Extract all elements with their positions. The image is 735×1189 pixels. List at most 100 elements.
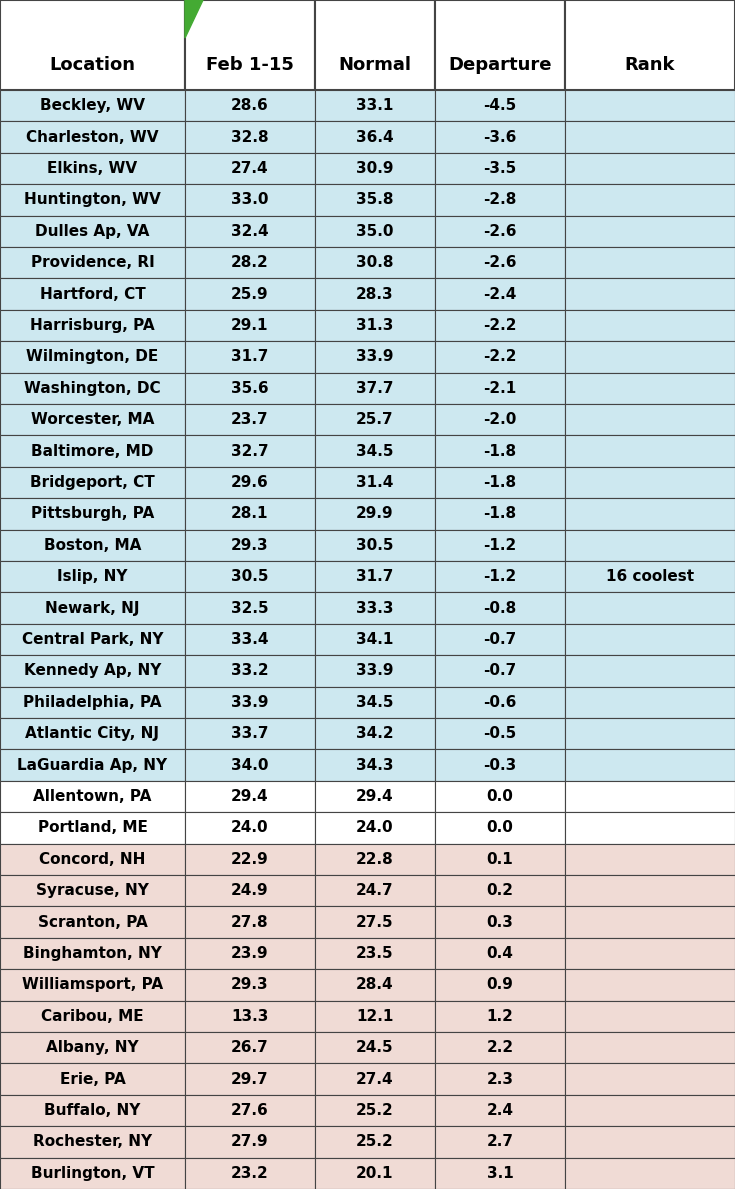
Bar (0, 404, 185, 435)
Text: Williamsport, PA: Williamsport, PA (22, 977, 163, 993)
Bar (0, 812, 185, 844)
Bar (0, 781, 185, 812)
Bar (435, 1158, 565, 1189)
Bar (435, 812, 565, 844)
Bar (315, 844, 435, 875)
Bar (315, 624, 435, 655)
Bar (435, 341, 565, 372)
Bar (185, 310, 315, 341)
Bar (565, 1001, 735, 1032)
Text: 26.7: 26.7 (231, 1040, 269, 1055)
Text: Erie, PA: Erie, PA (60, 1071, 126, 1087)
Bar (435, 624, 565, 655)
Bar (315, 718, 435, 749)
Text: Departure: Departure (448, 56, 552, 74)
Bar (0, 435, 185, 467)
Bar (185, 435, 315, 467)
Bar (435, 561, 565, 592)
Text: 20.1: 20.1 (356, 1165, 394, 1181)
Bar (185, 247, 315, 278)
Bar (565, 749, 735, 781)
Bar (185, 1095, 315, 1126)
Text: 22.8: 22.8 (356, 851, 394, 867)
Bar (185, 215, 315, 247)
Bar (185, 1158, 315, 1189)
Bar (315, 1095, 435, 1126)
Bar (0, 467, 185, 498)
Text: 27.5: 27.5 (356, 914, 394, 930)
Bar (315, 90, 435, 121)
Text: -2.2: -2.2 (483, 350, 517, 364)
Text: 32.5: 32.5 (232, 600, 269, 616)
Bar (435, 278, 565, 310)
Text: 28.2: 28.2 (231, 256, 269, 270)
Bar (185, 1126, 315, 1158)
Text: LaGuardia Ap, NY: LaGuardia Ap, NY (18, 757, 168, 773)
Bar (315, 1158, 435, 1189)
Bar (565, 1158, 735, 1189)
Bar (435, 184, 565, 215)
Bar (565, 529, 735, 561)
Text: Location: Location (49, 56, 135, 74)
Text: 31.7: 31.7 (232, 350, 269, 364)
Bar (435, 467, 565, 498)
Text: 0.2: 0.2 (487, 883, 514, 898)
Bar (315, 121, 435, 153)
Bar (315, 969, 435, 1001)
Bar (565, 781, 735, 812)
Bar (315, 341, 435, 372)
Text: -2.1: -2.1 (484, 380, 517, 396)
Text: 33.2: 33.2 (232, 663, 269, 679)
Bar (435, 686, 565, 718)
Text: -0.5: -0.5 (484, 726, 517, 741)
Bar (435, 718, 565, 749)
Text: -4.5: -4.5 (484, 99, 517, 113)
Text: 32.7: 32.7 (232, 443, 269, 459)
Text: 36.4: 36.4 (356, 130, 394, 145)
Bar (185, 969, 315, 1001)
Text: Bridgeport, CT: Bridgeport, CT (30, 474, 155, 490)
Bar (565, 404, 735, 435)
Text: Baltimore, MD: Baltimore, MD (32, 443, 154, 459)
Text: 33.4: 33.4 (232, 633, 269, 647)
Text: 34.2: 34.2 (356, 726, 394, 741)
Text: Central Park, NY: Central Park, NY (22, 633, 163, 647)
Bar (315, 749, 435, 781)
Bar (565, 372, 735, 404)
Text: Huntington, WV: Huntington, WV (24, 193, 161, 207)
Text: 0.0: 0.0 (487, 789, 514, 804)
Bar (565, 435, 735, 467)
Text: 2.2: 2.2 (487, 1040, 514, 1055)
Bar (0, 718, 185, 749)
Bar (185, 278, 315, 310)
Text: 29.4: 29.4 (356, 789, 394, 804)
Text: 28.6: 28.6 (231, 99, 269, 113)
Bar (0, 655, 185, 686)
Bar (185, 372, 315, 404)
Text: 31.7: 31.7 (356, 570, 394, 584)
Bar (435, 215, 565, 247)
Bar (315, 215, 435, 247)
Text: 32.8: 32.8 (232, 130, 269, 145)
Text: Burlington, VT: Burlington, VT (31, 1165, 154, 1181)
Text: 27.4: 27.4 (232, 161, 269, 176)
Text: 28.1: 28.1 (232, 507, 269, 522)
Text: 1.2: 1.2 (487, 1008, 514, 1024)
Text: -2.6: -2.6 (483, 224, 517, 239)
Bar (0, 278, 185, 310)
Bar (185, 529, 315, 561)
Bar (185, 906, 315, 938)
Text: 33.0: 33.0 (232, 193, 269, 207)
Text: 33.9: 33.9 (356, 350, 394, 364)
Text: 29.1: 29.1 (232, 317, 269, 333)
Bar (315, 686, 435, 718)
Bar (315, 1032, 435, 1063)
Text: 3.1: 3.1 (487, 1165, 513, 1181)
Text: 30.8: 30.8 (356, 256, 394, 270)
Bar (435, 655, 565, 686)
Text: -1.8: -1.8 (484, 507, 517, 522)
Text: -2.4: -2.4 (484, 287, 517, 302)
Text: Providence, RI: Providence, RI (31, 256, 154, 270)
Bar (0, 247, 185, 278)
Text: -1.2: -1.2 (484, 537, 517, 553)
